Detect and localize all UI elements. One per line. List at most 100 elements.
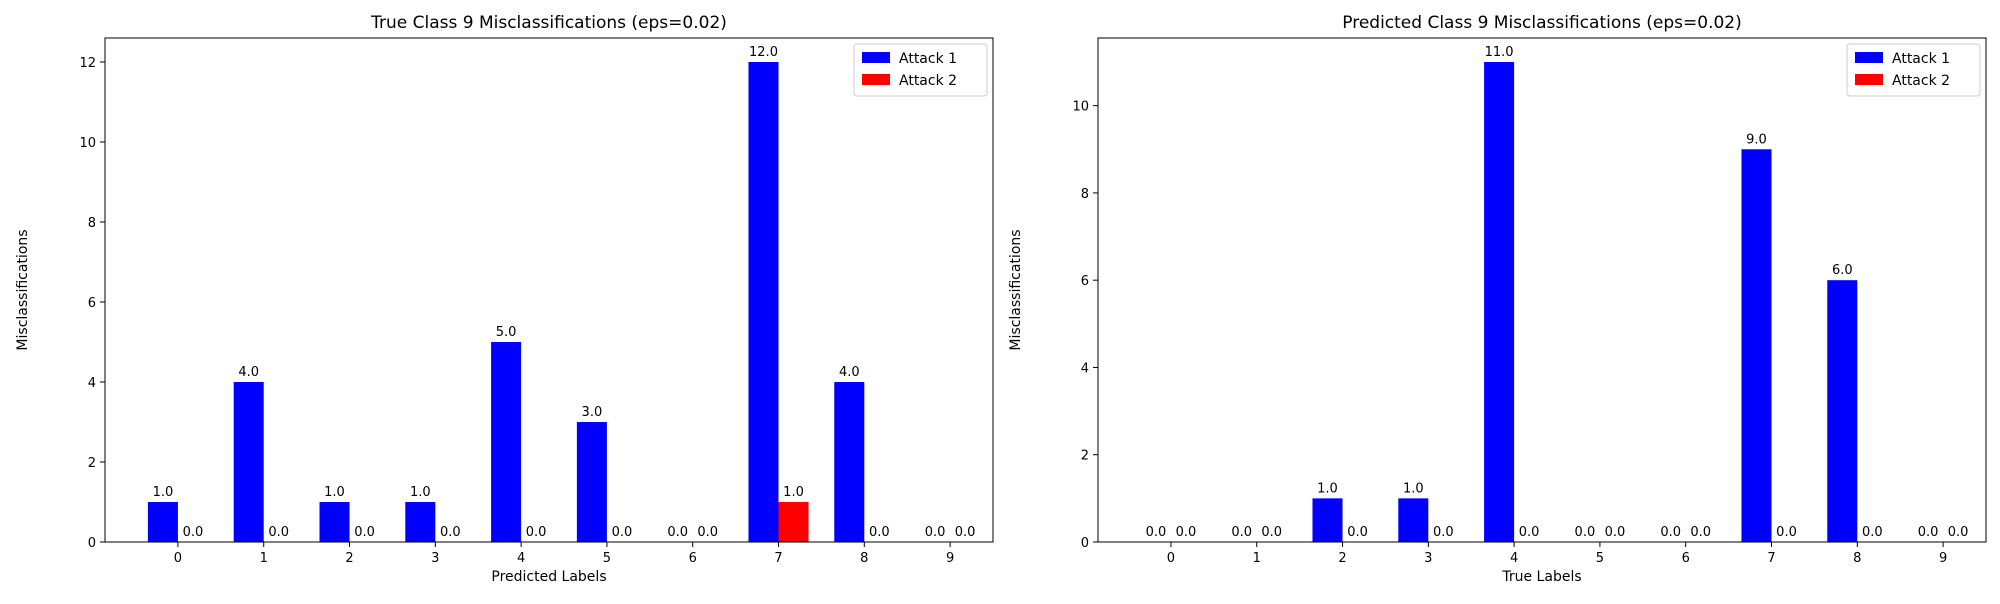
data-label: 0.0 bbox=[354, 525, 375, 540]
bar-attack-1-4 bbox=[491, 342, 522, 542]
y-tick-label: 6 bbox=[88, 296, 96, 311]
x-tick-label: 8 bbox=[860, 551, 868, 566]
legend-label: Attack 2 bbox=[1892, 73, 1950, 89]
legend-label: Attack 1 bbox=[899, 51, 957, 67]
data-label: 0.0 bbox=[1575, 525, 1596, 540]
data-label: 4.0 bbox=[839, 365, 860, 380]
x-tick-label: 2 bbox=[1338, 551, 1346, 566]
data-label: 0.0 bbox=[440, 525, 461, 540]
y-tick-label: 2 bbox=[1081, 449, 1089, 464]
x-tick-label: 2 bbox=[345, 551, 353, 566]
x-axis-label: True Labels bbox=[1501, 569, 1581, 585]
legend-label: Attack 1 bbox=[1892, 51, 1950, 67]
x-tick-label: 0 bbox=[174, 551, 182, 566]
bar-attack-2-7 bbox=[778, 502, 809, 542]
data-label: 3.0 bbox=[582, 405, 603, 420]
y-tick-label: 12 bbox=[79, 56, 96, 71]
data-label: 0.0 bbox=[268, 525, 289, 540]
data-label: 1.0 bbox=[324, 485, 345, 500]
chart-title: Predicted Class 9 Misclassifications (ep… bbox=[1342, 13, 1742, 33]
x-tick-label: 0 bbox=[1167, 551, 1175, 566]
data-label: 0.0 bbox=[1660, 525, 1681, 540]
chart-title: True Class 9 Misclassifications (eps=0.0… bbox=[370, 13, 727, 33]
data-label: 0.0 bbox=[869, 525, 890, 540]
legend-swatch bbox=[862, 52, 890, 63]
y-tick-label: 4 bbox=[88, 376, 96, 391]
data-label: 0.0 bbox=[1176, 525, 1197, 540]
legend-label: Attack 2 bbox=[899, 73, 957, 89]
chart-1: 1.0 4.0 1.0 1.0 5.0 3.0 0.0 12.0 4.0 0.0 0.0 0.0 0.0… bbox=[15, 13, 994, 585]
legend: Attack 1 Attack 2 bbox=[1846, 43, 1981, 97]
data-label: 1.0 bbox=[783, 485, 804, 500]
data-label: 0.0 bbox=[1433, 525, 1454, 540]
data-label: 1.0 bbox=[153, 485, 174, 500]
x-axis-label: Predicted Labels bbox=[491, 569, 606, 585]
x-tick-label: 5 bbox=[1596, 551, 1604, 566]
x-tick-label: 5 bbox=[603, 551, 611, 566]
y-tick-label: 0 bbox=[88, 536, 96, 551]
bar-attack-1-4 bbox=[1484, 62, 1515, 542]
y-tick-label: 0 bbox=[1081, 536, 1089, 551]
x-tick-label: 1 bbox=[260, 551, 268, 566]
data-label: 0.0 bbox=[697, 525, 718, 540]
bar-attack-1-5 bbox=[576, 422, 607, 542]
bar-attack-1-8 bbox=[834, 382, 865, 542]
chart-2: 0.0 0.0 1.0 1.0 11.0 0.0 0.0 9.0 6.0 0.0 0.0 0.0 0.0… bbox=[1008, 13, 1987, 585]
data-label: 0.0 bbox=[1231, 525, 1252, 540]
bar-attack-1-2 bbox=[1312, 498, 1343, 542]
data-label: 0.0 bbox=[667, 525, 688, 540]
bar-attack-1-3 bbox=[1398, 498, 1429, 542]
data-label: 0.0 bbox=[612, 525, 633, 540]
legend-swatch bbox=[862, 74, 890, 85]
data-label: 5.0 bbox=[496, 325, 517, 340]
data-label: 1.0 bbox=[1403, 481, 1424, 496]
legend: Attack 1 Attack 2 bbox=[853, 43, 988, 97]
data-label: 0.0 bbox=[1347, 525, 1368, 540]
bar-attack-1-1 bbox=[233, 382, 264, 542]
y-axis-label: Misclassifications bbox=[1008, 229, 1024, 350]
data-label: 0.0 bbox=[1918, 525, 1939, 540]
y-tick-label: 8 bbox=[1081, 187, 1089, 202]
data-label: 0.0 bbox=[925, 525, 946, 540]
legend-swatch bbox=[1855, 74, 1883, 85]
x-tick-label: 3 bbox=[431, 551, 439, 566]
bar-attack-1-8 bbox=[1827, 280, 1858, 542]
y-tick-label: 4 bbox=[1081, 361, 1089, 376]
x-tick-label: 6 bbox=[689, 551, 697, 566]
bar-attack-1-7 bbox=[748, 62, 779, 542]
y-tick-label: 10 bbox=[1072, 100, 1089, 115]
x-tick-label: 7 bbox=[1767, 551, 1775, 566]
data-label: 0.0 bbox=[1776, 525, 1797, 540]
plot-frame bbox=[104, 37, 994, 543]
y-tick-label: 8 bbox=[88, 216, 96, 231]
x-tick-label: 3 bbox=[1424, 551, 1432, 566]
bar-attack-1-3 bbox=[405, 502, 436, 542]
y-tick-label: 6 bbox=[1081, 274, 1089, 289]
x-tick-label: 7 bbox=[774, 551, 782, 566]
data-label: 11.0 bbox=[1485, 45, 1514, 60]
data-label: 0.0 bbox=[1146, 525, 1167, 540]
data-label: 0.0 bbox=[1261, 525, 1282, 540]
data-label: 0.0 bbox=[1690, 525, 1711, 540]
x-tick-label: 4 bbox=[1510, 551, 1518, 566]
data-label: 12.0 bbox=[749, 45, 778, 60]
data-label: 1.0 bbox=[410, 485, 431, 500]
data-label: 0.0 bbox=[955, 525, 976, 540]
x-tick-label: 4 bbox=[517, 551, 525, 566]
x-tick-label: 1 bbox=[1253, 551, 1261, 566]
y-axis-label: Misclassifications bbox=[15, 229, 31, 350]
x-tick-label: 9 bbox=[1939, 551, 1947, 566]
x-tick-label: 9 bbox=[946, 551, 954, 566]
bar-attack-1-7 bbox=[1741, 149, 1772, 543]
data-label: 0.0 bbox=[526, 525, 547, 540]
y-tick-label: 10 bbox=[79, 136, 96, 151]
plot-frame bbox=[1097, 37, 1987, 543]
y-tick-label: 2 bbox=[88, 456, 96, 471]
data-label: 0.0 bbox=[183, 525, 204, 540]
x-tick-label: 8 bbox=[1853, 551, 1861, 566]
legend-swatch bbox=[1855, 52, 1883, 63]
data-label: 6.0 bbox=[1832, 263, 1853, 278]
data-label: 1.0 bbox=[1317, 481, 1338, 496]
